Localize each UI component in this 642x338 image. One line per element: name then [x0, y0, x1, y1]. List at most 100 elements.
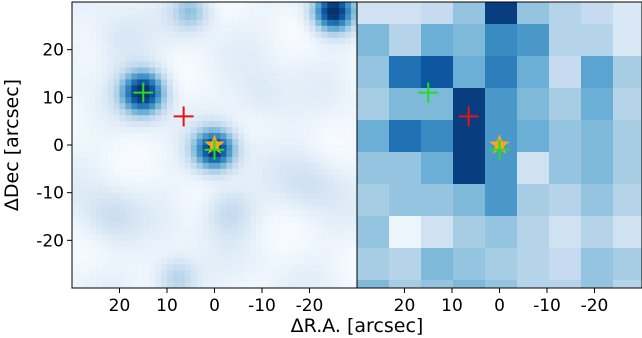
left-heatmap-cell — [267, 115, 275, 122]
left-heatmap-cell — [149, 91, 156, 98]
left-heatmap-cell — [184, 246, 192, 253]
left-heatmap-cell — [83, 79, 91, 87]
left-heatmap-cell — [149, 162, 156, 170]
left-heatmap-cell — [345, 2, 352, 9]
left-heatmap-cell — [155, 270, 162, 277]
left-heatmap-cell — [315, 73, 322, 81]
left-heatmap-cell — [321, 43, 328, 51]
left-heatmap-cell — [184, 264, 192, 271]
left-heatmap-cell — [232, 61, 239, 69]
left-heatmap-cell — [279, 79, 287, 87]
left-heatmap-cell — [244, 25, 251, 33]
left-heatmap-cell — [220, 103, 227, 110]
left-heatmap-cell — [226, 156, 233, 164]
left-heatmap-cell — [137, 19, 144, 27]
left-heatmap-cell — [208, 61, 216, 69]
left-heatmap-cell — [101, 145, 109, 152]
left-heatmap-cell — [72, 222, 79, 230]
left-heatmap-cell — [279, 55, 287, 63]
left-heatmap-cell — [267, 145, 275, 152]
left-heatmap-cell — [143, 79, 150, 87]
left-heatmap-cell — [167, 13, 174, 21]
left-heatmap-cell — [178, 198, 186, 206]
left-heatmap-cell — [250, 204, 257, 212]
left-heatmap-cell — [297, 240, 305, 247]
left-heatmap-cell — [351, 216, 357, 224]
left-heatmap-cell — [256, 246, 263, 253]
left-heatmap-cell — [220, 270, 227, 277]
left-heatmap-cell — [184, 252, 192, 259]
left-heatmap-cell — [214, 150, 222, 158]
left-heatmap-cell — [226, 7, 233, 15]
left-heatmap-cell — [107, 204, 115, 212]
left-heatmap-cell — [250, 174, 257, 182]
left-heatmap-cell — [202, 61, 210, 69]
left-heatmap-cell — [208, 31, 216, 39]
left-heatmap-cell — [125, 139, 132, 146]
left-heatmap-cell — [172, 139, 180, 146]
left-heatmap-cell — [77, 31, 85, 39]
left-heatmap-cell — [89, 204, 97, 212]
left-heatmap-cell — [303, 145, 311, 152]
left-heatmap-cell — [238, 180, 245, 188]
left-heatmap-cell — [72, 19, 79, 27]
left-heatmap-cell — [327, 43, 334, 51]
left-heatmap-cell — [309, 150, 317, 158]
left-heatmap-cell — [220, 133, 227, 140]
left-heatmap-cell — [202, 264, 210, 271]
left-heatmap-cell — [297, 109, 305, 116]
left-heatmap-cell — [167, 162, 174, 170]
left-heatmap-cell — [262, 85, 269, 92]
left-heatmap-cell — [339, 85, 346, 92]
left-heatmap-cell — [262, 133, 269, 140]
left-heatmap-cell — [143, 25, 150, 33]
left-heatmap-cell — [95, 270, 103, 277]
left-heatmap-cell — [327, 67, 334, 75]
left-heatmap-cell — [208, 270, 216, 277]
left-heatmap-cell — [297, 49, 305, 57]
left-heatmap-cell — [303, 186, 311, 194]
left-heatmap-cell — [291, 264, 299, 271]
left-heatmap-cell — [77, 49, 85, 57]
left-heatmap-cell — [291, 25, 299, 33]
left-heatmap-cell — [315, 97, 322, 104]
left-heatmap-cell — [137, 109, 144, 116]
right-heatmap-cell — [485, 2, 518, 25]
left-heatmap-cell — [184, 127, 192, 134]
left-heatmap-cell — [267, 43, 275, 51]
right-heatmap-cell — [613, 88, 642, 121]
left-heatmap-cell — [267, 25, 275, 33]
left-heatmap-cell — [178, 270, 186, 277]
right-heatmap-cell — [357, 280, 390, 288]
left-heatmap-cell — [226, 210, 233, 218]
left-heatmap-cell — [89, 270, 97, 277]
left-heatmap-cell — [184, 162, 192, 170]
left-heatmap-cell — [267, 276, 275, 283]
right-heatmap-cell — [517, 184, 550, 217]
left-heatmap-cell — [196, 103, 204, 110]
left-heatmap-cell — [125, 180, 132, 188]
left-heatmap-cell — [339, 252, 346, 259]
left-heatmap-cell — [291, 180, 299, 188]
left-heatmap-cell — [107, 210, 115, 218]
left-heatmap-cell — [339, 43, 346, 51]
left-heatmap-cell — [238, 37, 245, 45]
left-heatmap-cell — [143, 270, 150, 277]
left-heatmap-cell — [309, 162, 317, 170]
left-heatmap-cell — [95, 145, 103, 152]
left-heatmap-cell — [238, 216, 245, 224]
left-heatmap-cell — [303, 192, 311, 200]
left-heatmap-cell — [226, 79, 233, 87]
left-heatmap-cell — [202, 222, 210, 230]
left-heatmap-cell — [125, 258, 132, 265]
left-heatmap-cell — [250, 133, 257, 140]
left-heatmap-cell — [238, 31, 245, 39]
left-heatmap-cell — [72, 228, 79, 235]
left-heatmap-cell — [309, 103, 317, 110]
left-heatmap-cell — [262, 234, 269, 241]
left-heatmap-cell — [113, 252, 121, 259]
left-heatmap-cell — [89, 156, 97, 164]
left-heatmap-cell — [83, 258, 91, 265]
left-heatmap-cell — [232, 282, 239, 288]
